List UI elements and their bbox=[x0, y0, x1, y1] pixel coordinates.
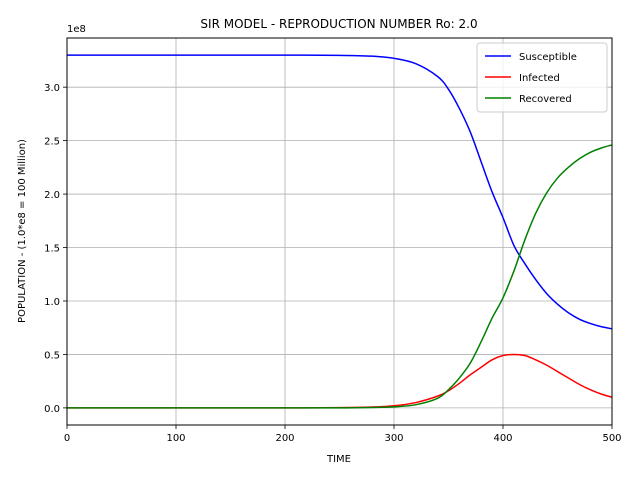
y-tick-label: 0.0 bbox=[44, 404, 60, 415]
y-tick-label: 3.0 bbox=[44, 83, 60, 94]
y-tick-label: 1.5 bbox=[44, 244, 60, 255]
series-line-recovered bbox=[67, 144, 613, 409]
legend-label-infected: Infected bbox=[519, 73, 560, 84]
x-tick-label: 100 bbox=[166, 433, 185, 444]
y-offset-label: 1e8 bbox=[67, 24, 86, 35]
grid bbox=[66, 38, 613, 425]
x-axis: 0 100 200 300 400 500 bbox=[64, 425, 622, 444]
x-tick-label: 400 bbox=[493, 433, 512, 444]
plot-lines bbox=[67, 54, 613, 409]
y-axis-label: POPULATION - (1.0*e8 = 100 Million) bbox=[17, 139, 28, 323]
x-tick-label: 200 bbox=[275, 433, 294, 444]
x-tick-label: 500 bbox=[602, 433, 621, 444]
y-tick-label: 2.5 bbox=[44, 137, 60, 148]
y-tick-label: 0.5 bbox=[44, 350, 60, 361]
legend-box bbox=[476, 42, 608, 113]
legend-label-recovered: Recovered bbox=[519, 94, 572, 105]
plot-frame bbox=[66, 37, 613, 426]
x-axis-label: TIME bbox=[326, 454, 351, 465]
legend: Susceptible Infected Recovered bbox=[476, 42, 608, 113]
x-tick-label: 0 bbox=[64, 433, 70, 444]
y-axis: 0.0 0.5 1.0 1.5 2.0 2.5 3.0 bbox=[44, 83, 67, 415]
series-line-susceptible bbox=[67, 54, 613, 330]
y-tick-label: 2.0 bbox=[44, 190, 60, 201]
y-tick-label: 1.0 bbox=[44, 297, 60, 308]
x-tick-label: 300 bbox=[384, 433, 403, 444]
chart-title: SIR MODEL - REPRODUCTION NUMBER Ro: 2.0 bbox=[200, 17, 477, 31]
legend-label-susceptible: Susceptible bbox=[519, 52, 577, 63]
